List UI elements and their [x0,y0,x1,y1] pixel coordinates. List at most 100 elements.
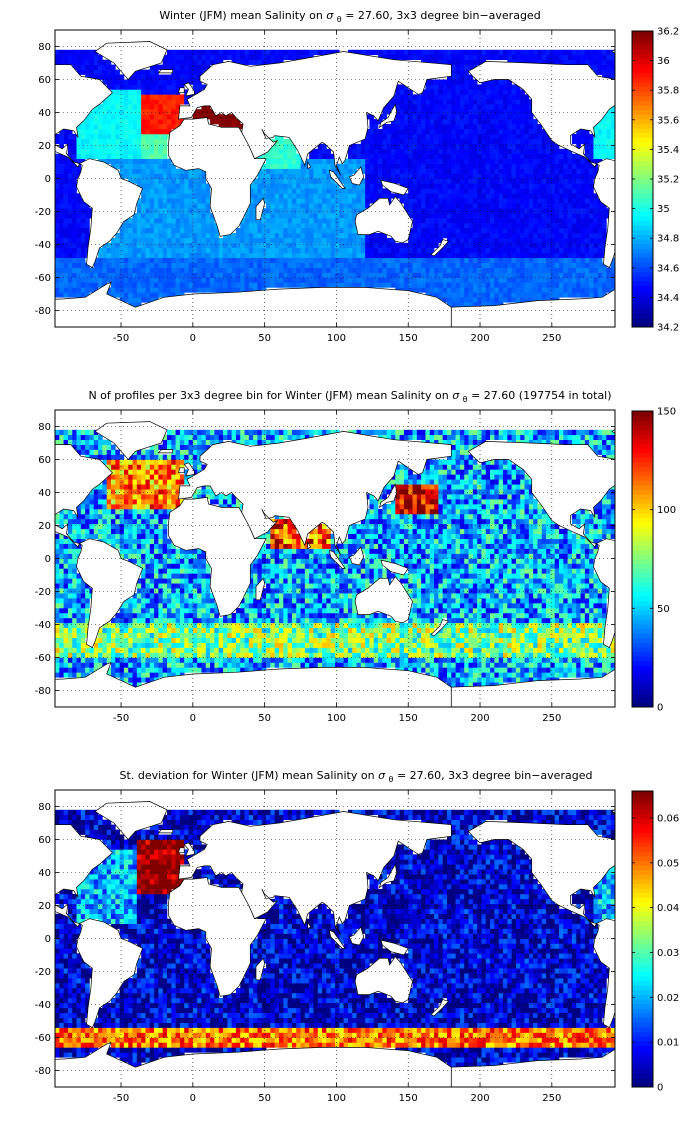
data-cell [477,282,482,288]
data-cell [494,168,499,174]
data-cell [455,218,461,224]
colorbar-step [632,197,653,203]
data-cell [429,109,435,115]
data-cell [128,148,133,155]
data-cell [559,262,564,268]
data-cell [128,267,133,273]
data-cell [162,54,168,60]
data-cell [524,54,530,60]
data-cell [136,297,142,303]
data-cell [89,49,95,56]
data-cell [425,272,431,278]
data-cell [317,223,323,229]
data-cell [481,99,487,105]
data-cell [141,193,146,199]
data-cell [154,84,159,90]
data-cell [89,282,95,288]
data-cell [257,193,263,199]
data-cell [494,218,499,224]
colorbar-step [632,206,653,212]
data-cell [296,193,301,199]
data-cell [197,267,202,273]
data-cell [154,94,159,100]
data-cell [67,652,73,658]
data-cell [442,89,448,95]
data-cell [162,168,168,174]
data-cell [244,247,250,254]
data-cell [490,232,495,239]
data-cell [386,54,392,60]
data-cell [59,129,64,135]
data-cell [550,252,555,258]
data-cell [76,257,82,263]
data-cell [589,262,594,268]
data-cell [111,287,116,293]
data-cell [115,79,120,85]
data-cell [72,178,77,184]
data-cell [347,232,353,239]
data-cell [434,89,439,95]
data-cell [76,133,82,140]
data-cell [597,292,603,298]
data-cell [425,178,431,184]
data-cell [546,203,551,209]
data-cell [89,287,95,293]
data-cell [559,267,564,273]
data-cell [451,267,456,273]
data-cell [412,208,418,214]
data-cell [67,277,73,283]
data-cell [287,158,293,164]
data-cell [455,292,461,298]
data-cell [580,257,586,263]
data-cell [438,94,443,100]
data-cell [266,198,271,204]
data-cell [136,213,142,219]
data-cell [533,228,538,234]
data-cell [123,267,129,273]
data-cell [403,124,409,130]
data-cell [244,49,250,56]
data-cell [524,228,530,234]
data-cell [98,129,103,135]
data-cell [468,163,474,169]
data-cell [464,232,469,239]
data-cell [330,178,336,184]
data-cell [442,109,448,115]
data-cell [477,302,482,308]
data-cell [335,183,340,189]
data-cell [197,74,202,80]
data-cell [111,84,116,90]
data-cell [85,133,90,140]
data-cell [451,69,456,75]
data-cell [330,198,336,204]
data-cell [322,203,327,209]
data-cell [89,133,95,140]
data-cell [253,252,258,258]
data-cell [141,198,146,204]
data-cell [59,652,64,658]
data-cell [481,198,487,204]
data-cell [610,138,615,145]
data-cell [287,237,293,244]
data-cell [55,617,60,624]
data-cell [429,133,435,140]
data-cell [498,193,504,199]
data-cell [266,158,271,164]
data-cell [214,49,219,56]
data-cell [515,223,521,229]
data-cell [563,257,568,263]
data-cell [459,114,465,120]
landmass [450,288,615,327]
data-cell [356,188,362,194]
data-cell [378,143,383,150]
data-cell [567,153,573,159]
data-cell [451,99,456,105]
data-cell [593,138,599,145]
data-cell [459,89,465,95]
data-cell [365,143,370,150]
data-cell [515,247,521,254]
data-cell [317,203,323,209]
data-cell [119,242,125,249]
data-cell [438,168,443,174]
data-cell [352,282,357,288]
